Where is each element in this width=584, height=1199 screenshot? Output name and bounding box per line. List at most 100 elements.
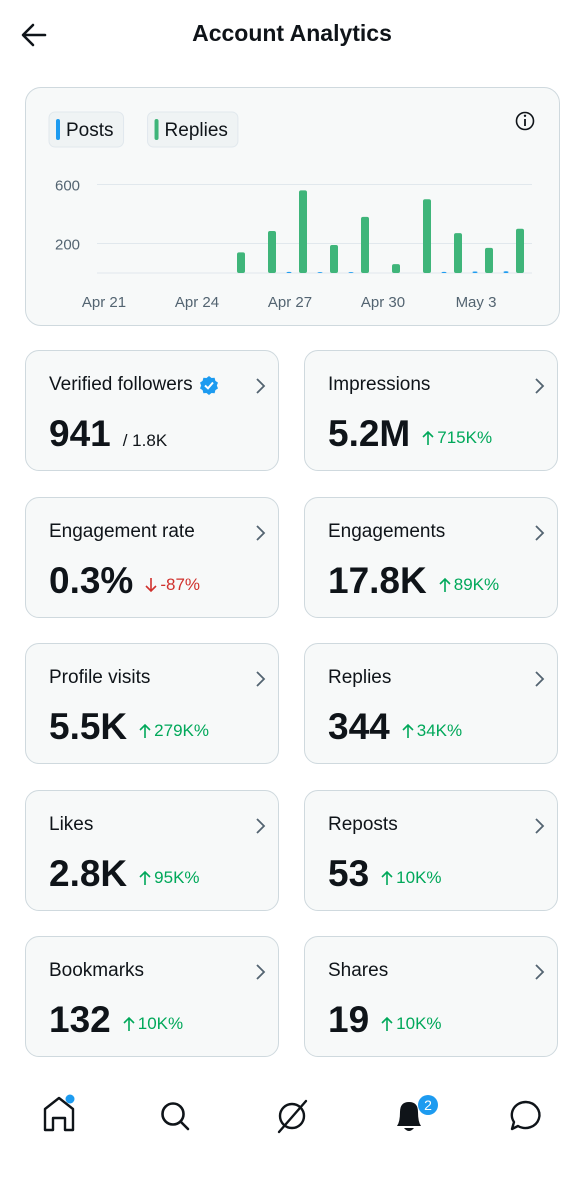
metric-label: Shares [328, 960, 389, 982]
metric-card[interactable]: Engagement rate 0.3% -87% [25, 496, 279, 618]
metric-change: 89K% [439, 575, 499, 595]
change-text: -87% [160, 574, 201, 594]
back-button[interactable] [20, 22, 48, 48]
chevron-path [256, 524, 266, 541]
bar [392, 264, 400, 273]
metric-label: Verified followers [49, 374, 193, 395]
metric-label: Engagement rate [49, 520, 195, 542]
info-icon[interactable] [515, 111, 535, 131]
chevron-path [256, 378, 266, 394]
grok-tab[interactable] [277, 1099, 308, 1134]
legend-item: Posts [48, 111, 125, 148]
legend-label: Replies [165, 120, 228, 141]
arrow-path [402, 724, 414, 739]
metric-label-row: Likes [49, 814, 93, 836]
arrow-path [145, 577, 157, 592]
chevron-path [256, 818, 266, 834]
metric-label: Profile visits [49, 667, 151, 689]
chevron [256, 378, 266, 394]
home-tab[interactable] [43, 1096, 75, 1132]
metric-card[interactable]: Profile visits 5.5K 279K% [25, 643, 279, 765]
change-text: 279K% [154, 721, 209, 741]
metric-label: Likes [49, 813, 94, 835]
metric-card[interactable]: Reposts 53 10K% [304, 789, 558, 911]
metric-card[interactable]: Impressions 5.2M 715K% [304, 350, 558, 471]
chart: 200 600 Apr 21 Apr 24 Apr 27 Apr 30 May 3 Posts… [48, 111, 535, 311]
x-tick-label: May 3 [456, 294, 497, 311]
chevron [256, 524, 266, 541]
metric-value: 344 [328, 706, 390, 748]
metric-value: 53 [328, 852, 370, 894]
bar [472, 271, 478, 273]
chevron [535, 818, 545, 834]
metric-value: 17.8K [328, 559, 427, 601]
bar [441, 271, 447, 273]
metric-row: 5.5K 279K% [49, 706, 209, 748]
metric-row: 344 34K% [328, 706, 462, 748]
legend-swatch [154, 119, 159, 140]
metric-change: -87% [145, 575, 200, 595]
chevron-path [535, 524, 545, 541]
arrow-path [123, 1017, 135, 1032]
metric-label: Replies [328, 667, 392, 689]
metric-label: Reposts [328, 813, 398, 835]
metric-label-row: Impressions [328, 374, 430, 396]
metric-row: 2.8K 95K% [49, 853, 200, 895]
bar [503, 271, 509, 273]
x-tick-label: Apr 30 [361, 294, 405, 311]
metric-row: 941 / 1.8K [49, 413, 167, 455]
metric-row: 53 10K% [328, 853, 442, 895]
metric-card[interactable]: Verified followers 941 / 1.8K [25, 350, 279, 471]
chevron-path [256, 964, 266, 981]
metric-change: 715K% [422, 428, 492, 448]
change-arrow [123, 1017, 135, 1032]
metric-card[interactable]: Bookmarks 132 10K% [25, 936, 279, 1058]
metric-card[interactable]: Shares 19 10K% [304, 936, 558, 1058]
metric-change: 10K% [381, 1014, 442, 1034]
arrow-path [422, 430, 434, 445]
metric-value: 5.5K [49, 706, 128, 748]
metric-row: 132 10K% [49, 999, 183, 1041]
metric-total: / 1.8K [122, 431, 168, 450]
change-text: 10K% [396, 1014, 442, 1034]
notifications-tab[interactable]: 2 [397, 1095, 438, 1131]
messages-tab[interactable] [510, 1100, 541, 1131]
metric-row: 19 10K% [328, 999, 442, 1041]
metric-card[interactable]: Engagements 17.8K 89K% [304, 496, 558, 618]
legend-pill [48, 111, 125, 148]
bar [516, 228, 524, 273]
metric-row: 5.2M 715K% [328, 413, 492, 455]
metric-row: 0.3% -87% [49, 560, 200, 602]
arrow-path [439, 577, 451, 592]
metric-card[interactable]: Likes 2.8K 95K% [25, 789, 279, 911]
change-arrow [439, 577, 451, 592]
bar [299, 190, 307, 273]
bar [268, 230, 276, 273]
arrow-path [381, 1017, 393, 1032]
change-arrow [139, 724, 151, 739]
metric-label: Impressions [328, 374, 431, 395]
metric-change: 279K% [139, 721, 209, 741]
change-arrow [381, 1017, 393, 1032]
bottom-nav: 2 [43, 1094, 541, 1134]
metric-value: 941 [49, 413, 111, 454]
badge-check [203, 381, 214, 390]
search-tab[interactable] [161, 1102, 190, 1131]
legend-pill [147, 111, 239, 148]
x-tick-label: Apr 21 [82, 294, 126, 311]
chevron-path [535, 671, 545, 687]
chevron [256, 671, 266, 687]
arrow-path [139, 870, 151, 885]
metric-label-row: Replies [328, 667, 391, 689]
legend-label: Posts [66, 120, 114, 141]
chevron-path [535, 378, 545, 394]
metric-card[interactable]: Replies 344 34K% [304, 643, 558, 765]
metric-value: 5.2M [328, 413, 411, 454]
change-text: 89K% [453, 574, 500, 594]
verified-badge [199, 376, 218, 395]
metric-label-row: Shares [328, 960, 388, 982]
chevron-path [535, 818, 545, 834]
bar [286, 271, 292, 273]
